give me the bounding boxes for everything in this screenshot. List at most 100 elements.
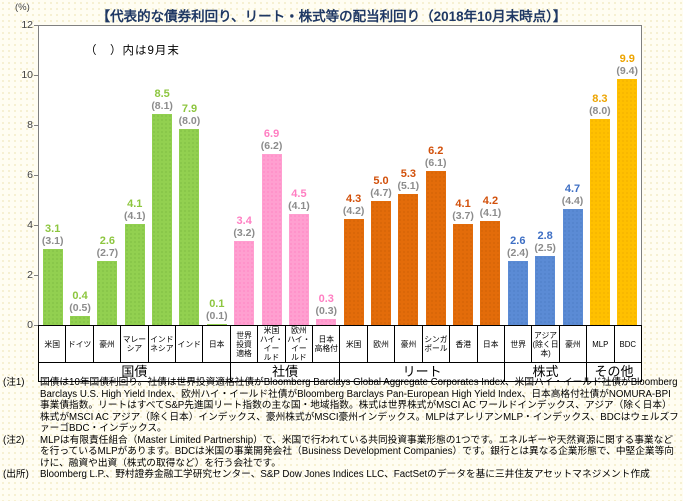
x-axis-category-cell: 豪州 (92, 325, 122, 363)
bar-prev-value-label: (4.4) (561, 194, 584, 207)
bar-slot: 3.4 (3.2) (231, 26, 258, 326)
bar-value-label: 2.6 (99, 235, 116, 247)
bar-value-label: 7.9 (181, 102, 198, 115)
bar (507, 261, 528, 326)
y-tick-label: 0 (27, 319, 33, 331)
bar-prev-value-label: (0.3) (315, 304, 338, 317)
x-axis-category-cell: MLP (586, 325, 615, 363)
bar-prev-value-label: (0.1) (206, 309, 228, 322)
bar-prev-value-label: (8.1) (151, 99, 173, 112)
bar-slot: 4.7 (4.4) (559, 26, 586, 326)
bar-value-label: 3.1 (45, 222, 61, 235)
bar-prev-value-label: (4.1) (123, 209, 146, 222)
x-axis-category-cell: 欧州 ハイ・イー ルド (284, 325, 314, 363)
bar (179, 128, 200, 326)
bar-prev-value-label: (2.7) (96, 247, 119, 259)
bar (425, 171, 446, 326)
plot-area: 3.1 (3.1) 0.4 (0.5) 2.6 (2.7) 4.1 (4.1) 8.5 (8.1)… (38, 25, 642, 327)
bar-slot: 2.6 (2.4) (504, 26, 531, 326)
bar-prev-value-label: (5.1) (397, 179, 420, 192)
y-axis-unit-label: (%) (15, 2, 30, 13)
bar-slot: 2.8 (2.5) (531, 26, 558, 326)
x-axis-category-cell: BDC (613, 325, 643, 363)
x-axis-label-table: 米国 ドイツ 豪州 マレー シア インド ネシア インド 日本 世界 投資 適格 米国 ハイ・イー ルド 欧州… (37, 325, 643, 382)
x-axis-group-label: 国債 (38, 362, 231, 382)
bar-value-label: 0.3 (318, 292, 334, 305)
bar-value-label: 4.1 (127, 197, 143, 210)
bar-slot: 8.5 (8.1) (148, 26, 175, 326)
y-tick-label: 10 (21, 69, 33, 81)
bar-slot: 6.9 (6.2) (258, 26, 285, 326)
bar-value-label: 6.2 (428, 145, 444, 157)
footnote-label: (注1) (3, 377, 25, 388)
bar-prev-value-label: (3.2) (233, 227, 255, 239)
x-axis-group-label: その他 (586, 362, 642, 382)
bar-prev-value-label: (8.0) (178, 114, 201, 127)
x-axis-category-cell: アジア (除く日 本) (531, 325, 560, 363)
bar-prev-value-label: (4.1) (479, 207, 502, 219)
bar-value-label: 5.0 (373, 175, 389, 187)
y-tick-label: 12 (21, 19, 33, 31)
bar (288, 213, 309, 326)
bar-prev-value-label: (2.4) (506, 247, 529, 259)
bar (562, 208, 583, 326)
bar-slot: 0.3 (0.3) (313, 26, 340, 326)
bar-slot: 3.1 (3.1) (39, 26, 66, 326)
footnote-text: Bloomberg L.P.、野村證券金融工学研究センター、S&P Dow Jo… (40, 469, 650, 480)
bar (480, 221, 501, 326)
bar-value-label: 8.3 (592, 92, 608, 105)
bar (316, 318, 337, 326)
bar-prev-value-label: (8.0) (589, 104, 611, 117)
x-axis-category-cell: 米国 (339, 325, 368, 363)
bar-prev-value-label: (3.7) (452, 209, 474, 222)
bar (343, 218, 364, 326)
footnote: (注2) MLPは有限責任組合（Master Limited Partnershi… (3, 435, 680, 470)
bar-prev-value-label: (0.5) (69, 302, 91, 314)
bar-slot: 4.1 (4.1) (121, 26, 148, 326)
x-axis-category-cell: インド (175, 325, 204, 363)
footnote-text: 国債は10年国債利回り。社債は世界投資適格社債がBloomberg Barcla… (40, 377, 679, 434)
x-axis-category-cell: 米国 ハイ・イー ルド (257, 325, 286, 363)
y-tick-label: 2 (27, 269, 33, 281)
bar-value-label: 8.5 (154, 87, 170, 100)
bar (453, 223, 474, 326)
bar-value-label: 5.3 (400, 167, 416, 180)
bar (206, 323, 227, 326)
bar-value-label: 2.6 (510, 235, 526, 247)
x-axis-category-cell: 欧州 (366, 325, 396, 363)
x-axis-category-cell: 世界 投資 適格 (229, 325, 259, 363)
bar-value-label: 4.1 (455, 197, 471, 210)
bar-prev-value-label: (4.7) (370, 187, 392, 199)
bar-prev-value-label: (2.5) (534, 242, 556, 254)
bar-slot: 5.0 (4.7) (367, 26, 394, 326)
x-axis-group-label: 社債 (229, 362, 341, 382)
bar-slot: 4.2 (4.1) (477, 26, 504, 326)
bar-slot: 5.3 (5.1) (395, 26, 422, 326)
x-axis-category-cell: 豪州 (394, 325, 423, 363)
bar (617, 78, 638, 326)
x-axis-category-row: 米国 ドイツ 豪州 マレー シア インド ネシア インド 日本 世界 投資 適格 米国 ハイ・イー ルド 欧州… (37, 325, 643, 363)
bar-prev-value-label: (6.1) (424, 157, 447, 169)
bar-slot: 4.5 (4.1) (285, 26, 312, 326)
x-axis-category-cell: ドイツ (65, 325, 94, 363)
bar-series: 3.1 (3.1) 0.4 (0.5) 2.6 (2.7) 4.1 (4.1) 8.5 (8.1)… (39, 26, 641, 326)
x-axis-category-cell: 日本 高格付 (312, 325, 341, 363)
bar (535, 256, 556, 326)
bar-prev-value-label: (4.2) (342, 204, 365, 217)
bar-value-label: 4.3 (345, 192, 362, 205)
bar (398, 193, 419, 326)
bar (124, 223, 145, 326)
x-axis-group-row: 国債 社債 リート 株式 その他 (38, 362, 642, 382)
bar (42, 248, 63, 326)
bar-value-label: 6.9 (263, 127, 280, 140)
bar (97, 261, 118, 326)
bar (70, 316, 91, 326)
x-axis-category-cell: 世界 (503, 325, 533, 363)
bar-slot: 2.6 (2.7) (94, 26, 121, 326)
bar-slot: 6.2 (6.1) (422, 26, 449, 326)
bar-value-label: 4.5 (291, 187, 307, 200)
bar-prev-value-label: (9.4) (616, 64, 639, 77)
legend-note: （ ）内は9月末 (85, 45, 180, 57)
x-axis-category-cell: 日本 (202, 325, 231, 363)
bar-value-label: 9.9 (619, 52, 635, 65)
